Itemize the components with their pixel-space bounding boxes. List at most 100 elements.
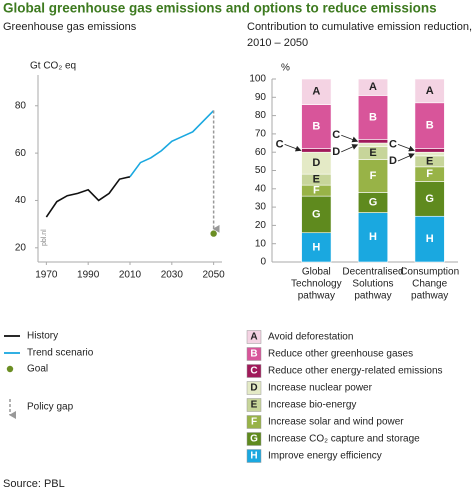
segment-label: D [389,155,397,167]
legend-swatch [246,449,262,463]
label-arrow [341,134,359,143]
bar-segment [357,95,389,140]
segment-label: B [369,111,377,123]
source: Source: PBL [3,478,65,490]
chart-title: Greenhouse gas emissions [3,21,137,33]
x-tick-label: Solutions [352,279,393,290]
y-tick-label: 70 [255,129,267,140]
y-tick-label: 60 [255,147,267,158]
segment-label: E [369,147,376,159]
legend-label: Increase CO₂ capture and storage [268,434,420,445]
segment-label: D [332,146,340,158]
x-tick-label: pathway [298,291,335,302]
y-tick-label: 80 [15,100,27,111]
y-tick-label: 100 [249,74,266,85]
segment-label: C [332,129,340,141]
legend-letter: D [250,383,257,394]
segment-label: A [426,85,434,97]
x-tick-label: Technology [291,279,342,290]
line-series [45,176,131,218]
bar-segment [301,148,332,153]
segment-label: F [370,170,377,182]
y-tick-label: 50 [255,165,267,176]
y-tick-label: 0 [260,257,266,268]
bar-segment [301,104,332,149]
y-tick-label: 60 [15,148,27,159]
x-tick-label: Decentralised [342,267,403,278]
x-tick-label: Consumption [400,267,459,278]
y-axis-label: Gt CO₂ eq [30,61,76,72]
segment-label: A [312,86,320,98]
legend-swatch [246,330,262,344]
y-tick-label: 40 [255,183,267,194]
legend-letter: G [250,434,258,445]
y-tick-label: 10 [255,238,267,249]
legend-label: Policy gap [27,402,74,413]
segment-label: H [369,231,377,243]
y-tick-label: 40 [15,195,27,206]
legend-label: Increase nuclear power [268,383,373,394]
legend-swatch [246,381,262,395]
legend-swatch [6,365,14,373]
segment-label: G [312,208,321,220]
label-arrow [284,143,302,152]
y-tick-label: 20 [15,242,27,253]
legend-label: History [27,331,58,342]
segment-label: F [426,168,433,180]
segment-label: A [369,81,377,93]
legend-label: Improve energy efficiency [268,451,382,462]
x-tick-label: pathway [354,291,391,302]
segment-label: G [369,196,378,208]
legend-label: Reduce other energy-related emissions [268,366,443,377]
legend-swatch [246,398,262,412]
legend-letter: E [251,400,258,411]
label-arrow [341,144,359,153]
watermark: pbl.nl [41,229,48,246]
label-arrow [397,153,415,162]
bar-segment [414,181,445,217]
goal-point [210,230,217,237]
y-tick-label: 90 [255,92,267,103]
segment-label: H [426,233,434,245]
x-tick-label: 1970 [35,270,58,281]
x-tick-label: 1990 [77,270,100,281]
page-title: Global greenhouse gas emissions and opti… [3,1,437,16]
bar-segment [357,212,389,263]
x-tick-label: Change [412,279,447,290]
x-tick-label: 2030 [161,270,184,281]
y-axis-label: % [281,63,290,74]
bar-segment [301,78,332,105]
x-tick-label: Global [302,267,331,278]
bar-segment [357,142,389,148]
legend-label: Trend scenario [27,348,94,359]
bar-segment [357,139,389,144]
bar-segment [414,148,445,153]
label-arrow [397,143,415,152]
legend-label: Increase solar and wind power [268,417,404,428]
bar-segment [357,159,389,193]
bar-segment [414,102,445,149]
legend-label: Increase bio-energy [268,400,356,411]
legend-label: Goal [27,364,48,375]
legend-label: Reduce other greenhouse gases [268,349,413,360]
segment-label: E [426,155,433,167]
y-tick-label: 30 [255,202,267,213]
x-tick-label: 2050 [203,270,226,281]
bar-segment [414,151,445,157]
legend-label: Avoid deforestation [268,332,353,343]
legend-letter: A [250,332,257,343]
legend-letter: F [251,417,257,428]
line-series [129,109,215,178]
legend-letter: B [250,349,257,360]
segment-label: G [425,193,434,205]
y-tick-label: 20 [255,220,267,231]
segment-label: C [389,138,397,150]
segment-label: E [313,174,320,186]
segment-label: C [276,138,284,150]
segment-label: F [313,185,320,197]
y-tick-label: 80 [255,110,267,121]
legend-swatch [246,432,262,446]
chart-title: 2010 – 2050 [247,37,308,49]
legend-swatch [246,347,262,361]
